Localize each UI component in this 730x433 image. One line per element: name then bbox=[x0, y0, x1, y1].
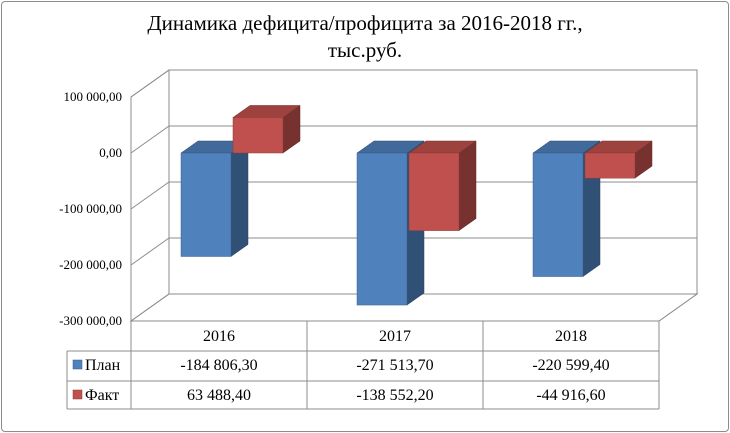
y-tick-label: -200 000,00 bbox=[59, 257, 122, 272]
legend-key-fact bbox=[72, 389, 83, 400]
table-cell: -271 513,70 bbox=[356, 357, 433, 374]
table-header-2017: 2017 bbox=[379, 328, 411, 345]
legend-label-fact: Факт bbox=[85, 387, 119, 404]
table-cell: -44 916,60 bbox=[536, 387, 605, 404]
bar-plan-2016 bbox=[180, 152, 232, 257]
bar-fact-2017 bbox=[408, 152, 460, 231]
chart-title-line2: тыс.руб. bbox=[327, 38, 403, 62]
gridline bbox=[130, 237, 697, 266]
y-tick-label: -100 000,00 bbox=[59, 201, 122, 216]
bar-side bbox=[230, 140, 249, 257]
y-tick-label: 100 000,00 bbox=[64, 89, 123, 104]
gridline bbox=[130, 181, 697, 210]
table-header-2016: 2016 bbox=[203, 328, 235, 345]
chart-title-line1: Динамика дефицита/профицита за 2016-2018… bbox=[147, 11, 583, 35]
legend-label-plan: План bbox=[85, 357, 121, 374]
bar-plan-2018 bbox=[532, 152, 584, 277]
bar-plan-2017 bbox=[356, 152, 408, 306]
gridline bbox=[130, 293, 697, 322]
bar-fact-2016 bbox=[232, 117, 284, 154]
table-header-2018: 2018 bbox=[555, 328, 587, 345]
chart-title: Динамика дефицита/профицита за 2016-2018… bbox=[0, 10, 730, 64]
table-cell: 63 488,40 bbox=[187, 387, 251, 404]
gridline bbox=[130, 69, 697, 98]
y-tick-label: 0,00 bbox=[99, 145, 122, 160]
gridline bbox=[130, 125, 697, 154]
table-cell: -138 552,20 bbox=[356, 387, 433, 404]
legend-key-plan bbox=[72, 359, 83, 370]
bar-fact-2018 bbox=[584, 152, 636, 179]
table-cell: -220 599,40 bbox=[532, 357, 609, 374]
y-tick-label: -300 000,00 bbox=[59, 313, 122, 328]
table-cell: -184 806,30 bbox=[180, 357, 257, 374]
bar-side bbox=[458, 140, 477, 232]
